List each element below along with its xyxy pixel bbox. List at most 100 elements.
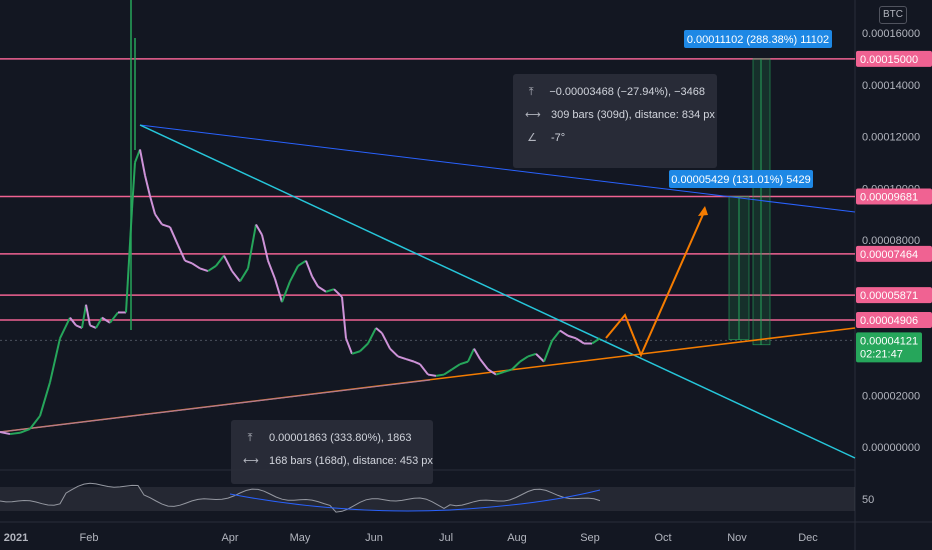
price-segment [345, 337, 353, 355]
price-segment [0, 431, 11, 436]
price-segment [479, 358, 489, 370]
price-segment [239, 267, 249, 282]
price-segment [375, 327, 383, 334]
price-segment [591, 337, 601, 345]
price-segment [503, 368, 513, 373]
x-tick-label: Sep [580, 532, 600, 544]
price-segment [543, 340, 553, 362]
measure-top-line2: 309 bars (309d), distance: 834 px [551, 108, 715, 121]
countdown-label: 02:21:47 [860, 348, 903, 360]
price-segment [19, 427, 31, 434]
price-segment [247, 224, 257, 269]
measure-top-line3: -7° [551, 131, 566, 144]
rsi-line [0, 482, 601, 513]
price-segment [435, 373, 445, 377]
price-segment [351, 350, 361, 355]
price-segment [223, 255, 233, 272]
x-tick-label: Dec [798, 532, 818, 544]
price-segment [451, 363, 461, 371]
price-segment [495, 371, 505, 376]
price-segment [397, 355, 407, 360]
price-segment [405, 358, 415, 363]
level-price-label: 0.00007464 [860, 249, 918, 261]
target-label-box [669, 170, 813, 188]
level-price-tag [856, 50, 932, 67]
measure-top-bars-row: ⟷ 309 bars (309d), distance: 834 px [525, 103, 715, 126]
price-segment [519, 355, 529, 363]
price-segment [535, 353, 545, 363]
price-segment [311, 275, 319, 288]
descending-trend-line [139, 124, 856, 459]
y-tick-label: 0.00016000 [862, 28, 920, 40]
measure-top-angle-row: ∠ -7° [525, 126, 705, 149]
price-segment [184, 259, 193, 265]
price-segment [389, 347, 399, 358]
price-segment [134, 149, 141, 163]
price-segment [161, 223, 171, 229]
price-segment [473, 348, 481, 360]
price-segment [95, 317, 103, 329]
price-segment [325, 288, 335, 293]
price-segment [261, 234, 269, 261]
x-tick-label: May [290, 532, 311, 544]
price-segment [69, 317, 77, 326]
price-segment [459, 360, 469, 366]
y-tick-label: 0.00012000 [862, 132, 920, 144]
measure-bottom-line2: 168 bars (168d), distance: 453 px [269, 454, 433, 467]
price-segment [109, 311, 119, 324]
level-price-label: 0.00015000 [860, 54, 918, 66]
support-segment [0, 379, 431, 433]
x-tick-label: Oct [654, 532, 671, 544]
measure-box-top: ⤒ −0.00003468 (−27.94%), −3468 ⟷ 309 bar… [513, 74, 717, 168]
x-tick-label: Nov [727, 532, 747, 544]
price-segment [149, 195, 156, 215]
price-segment [567, 334, 577, 340]
price-segment [551, 329, 561, 342]
price-segment [207, 265, 217, 272]
projection-arrowhead [698, 206, 708, 216]
rsi-ma-line [229, 489, 601, 512]
price-segment [359, 342, 369, 352]
measure-top-price-row: ⤒ −0.00003468 (−27.94%), −3468 [525, 80, 705, 103]
price-segment [144, 175, 151, 197]
price-segment [81, 304, 87, 329]
level-price-label: 0.00004906 [860, 315, 918, 327]
target-label: 0.00005429 (131.01%) 5429 [671, 174, 810, 186]
price-segment [413, 360, 421, 366]
angle-icon: ∠ [527, 131, 537, 144]
price-segment [381, 332, 391, 350]
rsi-level-label: 50 [862, 494, 874, 506]
price-segment [289, 265, 299, 282]
price-range-icon: ⤒ [247, 431, 253, 444]
price-segment [281, 281, 291, 303]
measure-bottom-bars-row: ⟷ 168 bars (168d), distance: 453 px [243, 449, 433, 472]
price-segment [39, 382, 51, 417]
price-segment [297, 259, 307, 267]
x-tick-label: Aug [507, 532, 527, 544]
y-tick-label: 0.00014000 [862, 80, 920, 92]
projection-path [605, 209, 706, 358]
price-segment [29, 415, 41, 430]
y-tick-label: 0.00008000 [862, 235, 920, 247]
price-segment [139, 149, 146, 176]
price-segment [511, 360, 521, 371]
target-label-box [684, 30, 832, 48]
measure-bottom-line1: 0.00001863 (333.80%), 1863 [269, 431, 412, 444]
price-segment [59, 317, 71, 339]
price-segment [267, 260, 276, 280]
price-segment [527, 352, 537, 358]
y-tick-label: 0.00002000 [862, 390, 920, 402]
price-segment [177, 244, 186, 262]
price-segment [274, 278, 283, 303]
price-segment [341, 296, 347, 339]
x-tick-label: 2021 [4, 532, 28, 544]
currency-badge[interactable]: BTC [879, 6, 907, 24]
measure-box-bottom: ⤒ 0.00001863 (333.80%), 1863 ⟷ 168 bars … [231, 420, 433, 484]
price-segment [467, 348, 475, 363]
x-tick-label: Feb [80, 532, 99, 544]
bars-range-icon: ⟷ [243, 454, 259, 467]
rsi-band [0, 487, 855, 511]
current-price-label: 0.00004121 [860, 335, 918, 347]
